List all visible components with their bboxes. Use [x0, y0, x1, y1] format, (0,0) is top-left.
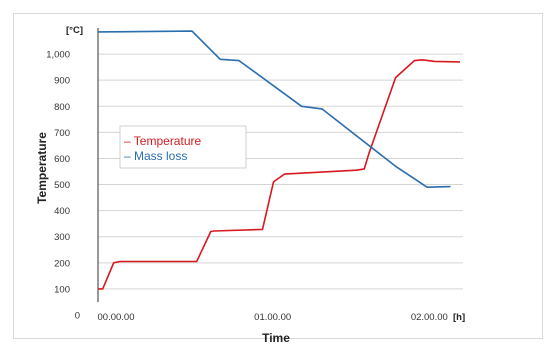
y-tick-label: 600	[54, 154, 70, 165]
y-tick-label: 700	[54, 128, 70, 139]
legend: – Temperature – Mass loss	[119, 125, 247, 169]
gridlines	[98, 53, 463, 290]
y-tick-label: 100	[54, 284, 70, 295]
legend-box	[119, 125, 247, 169]
series-lines	[97, 30, 460, 290]
y-axis-title: Temperature	[35, 132, 49, 204]
series-line-mass-loss	[97, 30, 451, 188]
y-tick-label: 500	[54, 180, 70, 191]
y-tick-label: 1,000	[46, 50, 70, 61]
y-tick-label: 400	[54, 206, 70, 217]
y-tick-label: 0	[75, 311, 80, 322]
x-tick-labels: 00.00.00 01.00.00 02.00.00	[98, 312, 448, 323]
legend-entry-mass-loss: – Mass loss	[124, 149, 187, 163]
y-tick-label: 200	[54, 258, 70, 269]
y-unit-label: [°C]	[66, 25, 83, 36]
y-tick-label: 800	[54, 102, 70, 113]
x-tick-label: 02.00.00	[411, 312, 448, 323]
x-unit-label: [h]	[453, 312, 465, 323]
series-line-temperature	[98, 58, 460, 290]
y-tick-label: 300	[54, 232, 70, 243]
x-axis-title: Time	[262, 331, 290, 345]
x-tick-label: 01.00.00	[254, 312, 291, 323]
y-tick-label: 900	[54, 76, 70, 87]
x-tick-label: 00.00.00	[98, 312, 135, 323]
chart-frame	[13, 13, 543, 339]
y-tick-labels: 0 100 200 300 400 500 600 700 800 900 1,000	[46, 50, 80, 322]
legend-entry-temperature: – Temperature	[124, 134, 201, 148]
